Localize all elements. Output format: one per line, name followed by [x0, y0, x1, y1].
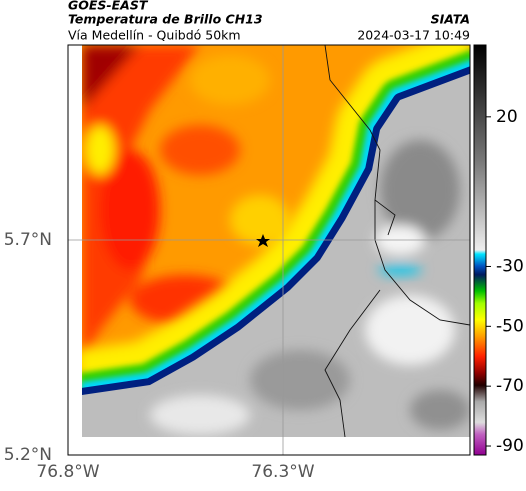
lon-label: 76.3°W [251, 462, 314, 482]
subtitle: Temperatura de Brillo CH13 [68, 12, 263, 27]
datetime: 2024-03-17 10:49 [357, 28, 470, 43]
title: GOES-EAST [68, 0, 149, 13]
colorbar-tick-label: -50 [496, 316, 524, 336]
satellite-image [82, 45, 470, 437]
map-frame [67, 44, 471, 456]
colorbar-tick-label: -70 [496, 376, 524, 396]
region: Vía Medellín - Quibdó 50km [68, 28, 241, 43]
lat-label: 5.2°N [4, 445, 52, 465]
colorbar-tick-label: -30 [496, 256, 524, 276]
lat-label: 5.7°N [4, 230, 52, 250]
colorbar-tick-label: -90 [496, 436, 524, 456]
colorbar-ticks: 20 -30 -50 -70 -90 [486, 107, 524, 456]
map-grid [68, 45, 470, 455]
source: SIATA [431, 12, 470, 27]
lon-label: 76.8°W [36, 462, 99, 482]
colorbar-tick-label: 20 [496, 107, 518, 127]
location-star [256, 234, 270, 247]
colorbar [473, 44, 487, 456]
